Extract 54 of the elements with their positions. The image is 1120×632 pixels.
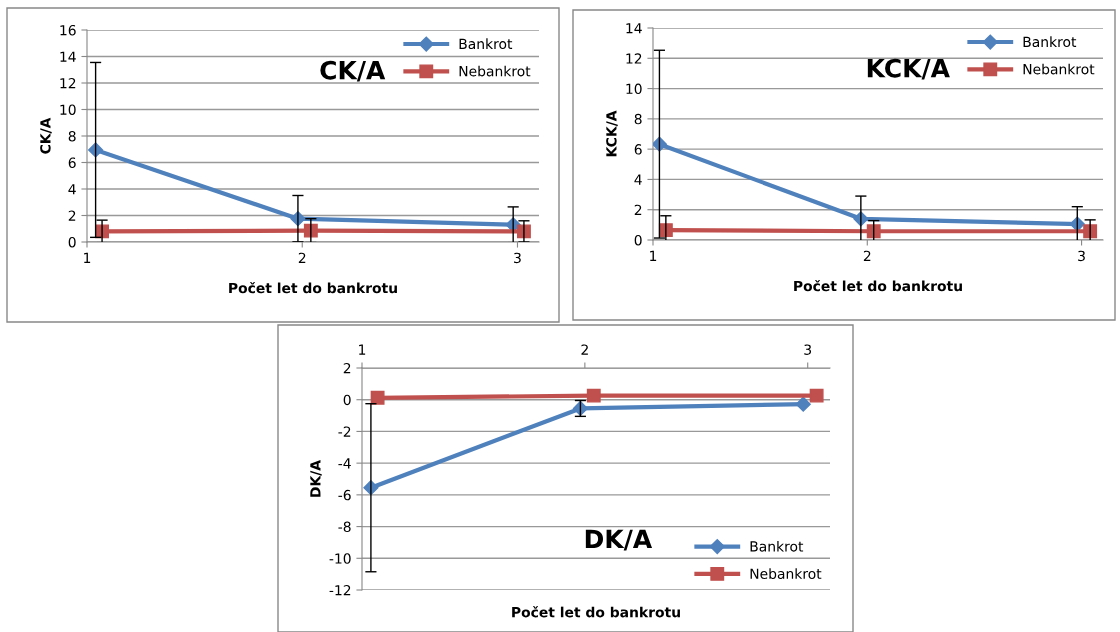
y-tick-label: 10 (626, 83, 642, 95)
point (866, 224, 881, 239)
legend-label: Nebankrot (459, 65, 531, 77)
y-tick-label: 12 (60, 77, 76, 89)
y-tick-label: -6 (338, 489, 351, 501)
y-tick-label: -8 (338, 521, 351, 533)
legend-label: Bankrot (459, 38, 513, 50)
legend-label: Bankrot (1023, 36, 1077, 48)
x-axis-title: Počet let do bankrotu (794, 279, 962, 292)
y-tick-label: 4 (634, 174, 642, 185)
x-tick-label: 2 (863, 250, 871, 261)
point (809, 388, 824, 403)
y-tick-label: 2 (68, 210, 76, 221)
x-tick-label: 1 (84, 252, 91, 263)
legend-label: Nebankrot (750, 568, 822, 579)
y-tick-label: 0 (68, 236, 76, 248)
y-tick-label: 14 (626, 23, 642, 34)
x-tick-label: 3 (1078, 250, 1085, 262)
y-tick-label: -4 (338, 458, 351, 469)
text: KCK/A (867, 58, 950, 80)
x-tick-label: 1 (359, 344, 366, 355)
y-tick-label: 8 (68, 130, 76, 142)
point (795, 396, 811, 412)
y-tick-label: 10 (60, 104, 76, 115)
y-tick-label: -12 (329, 584, 351, 596)
x-tick-label: 2 (581, 344, 588, 355)
text: DK/A (585, 529, 653, 551)
y-tick-label: 8 (634, 113, 642, 125)
x-tick-label: 1 (650, 250, 657, 261)
y-axis-title: KCK/A (606, 110, 618, 157)
x-axis-title: Počet let do bankrotu (512, 606, 680, 618)
y-tick-label: 14 (60, 51, 76, 62)
y-tick-label: 16 (60, 24, 76, 36)
y-tick-label: -10 (329, 553, 351, 564)
y-tick-label: 12 (626, 53, 642, 64)
y-tick-label: 6 (634, 144, 642, 155)
x-tick-label: 3 (804, 344, 812, 355)
text: CK/A (320, 60, 386, 82)
y-tick-label: 2 (343, 362, 351, 374)
point (370, 390, 385, 405)
y-tick-label: 6 (68, 157, 76, 168)
y-tick-label: 0 (634, 234, 642, 246)
legend-label: Nebankrot (1023, 63, 1095, 75)
x-tick-label: 2 (298, 252, 306, 263)
y-axis-title: DK/A (310, 460, 322, 497)
legend-label: Bankrot (750, 540, 804, 552)
x-tick-label: 3 (514, 252, 521, 264)
y-tick-label: 2 (634, 204, 642, 215)
x-axis-title: Počet let do bankrotu (229, 281, 397, 294)
y-axis-title: CK/A (40, 117, 52, 154)
point (586, 388, 601, 403)
y-tick-label: 0 (343, 394, 351, 406)
y-tick-label: 4 (68, 184, 76, 195)
y-tick-label: -2 (338, 426, 351, 437)
